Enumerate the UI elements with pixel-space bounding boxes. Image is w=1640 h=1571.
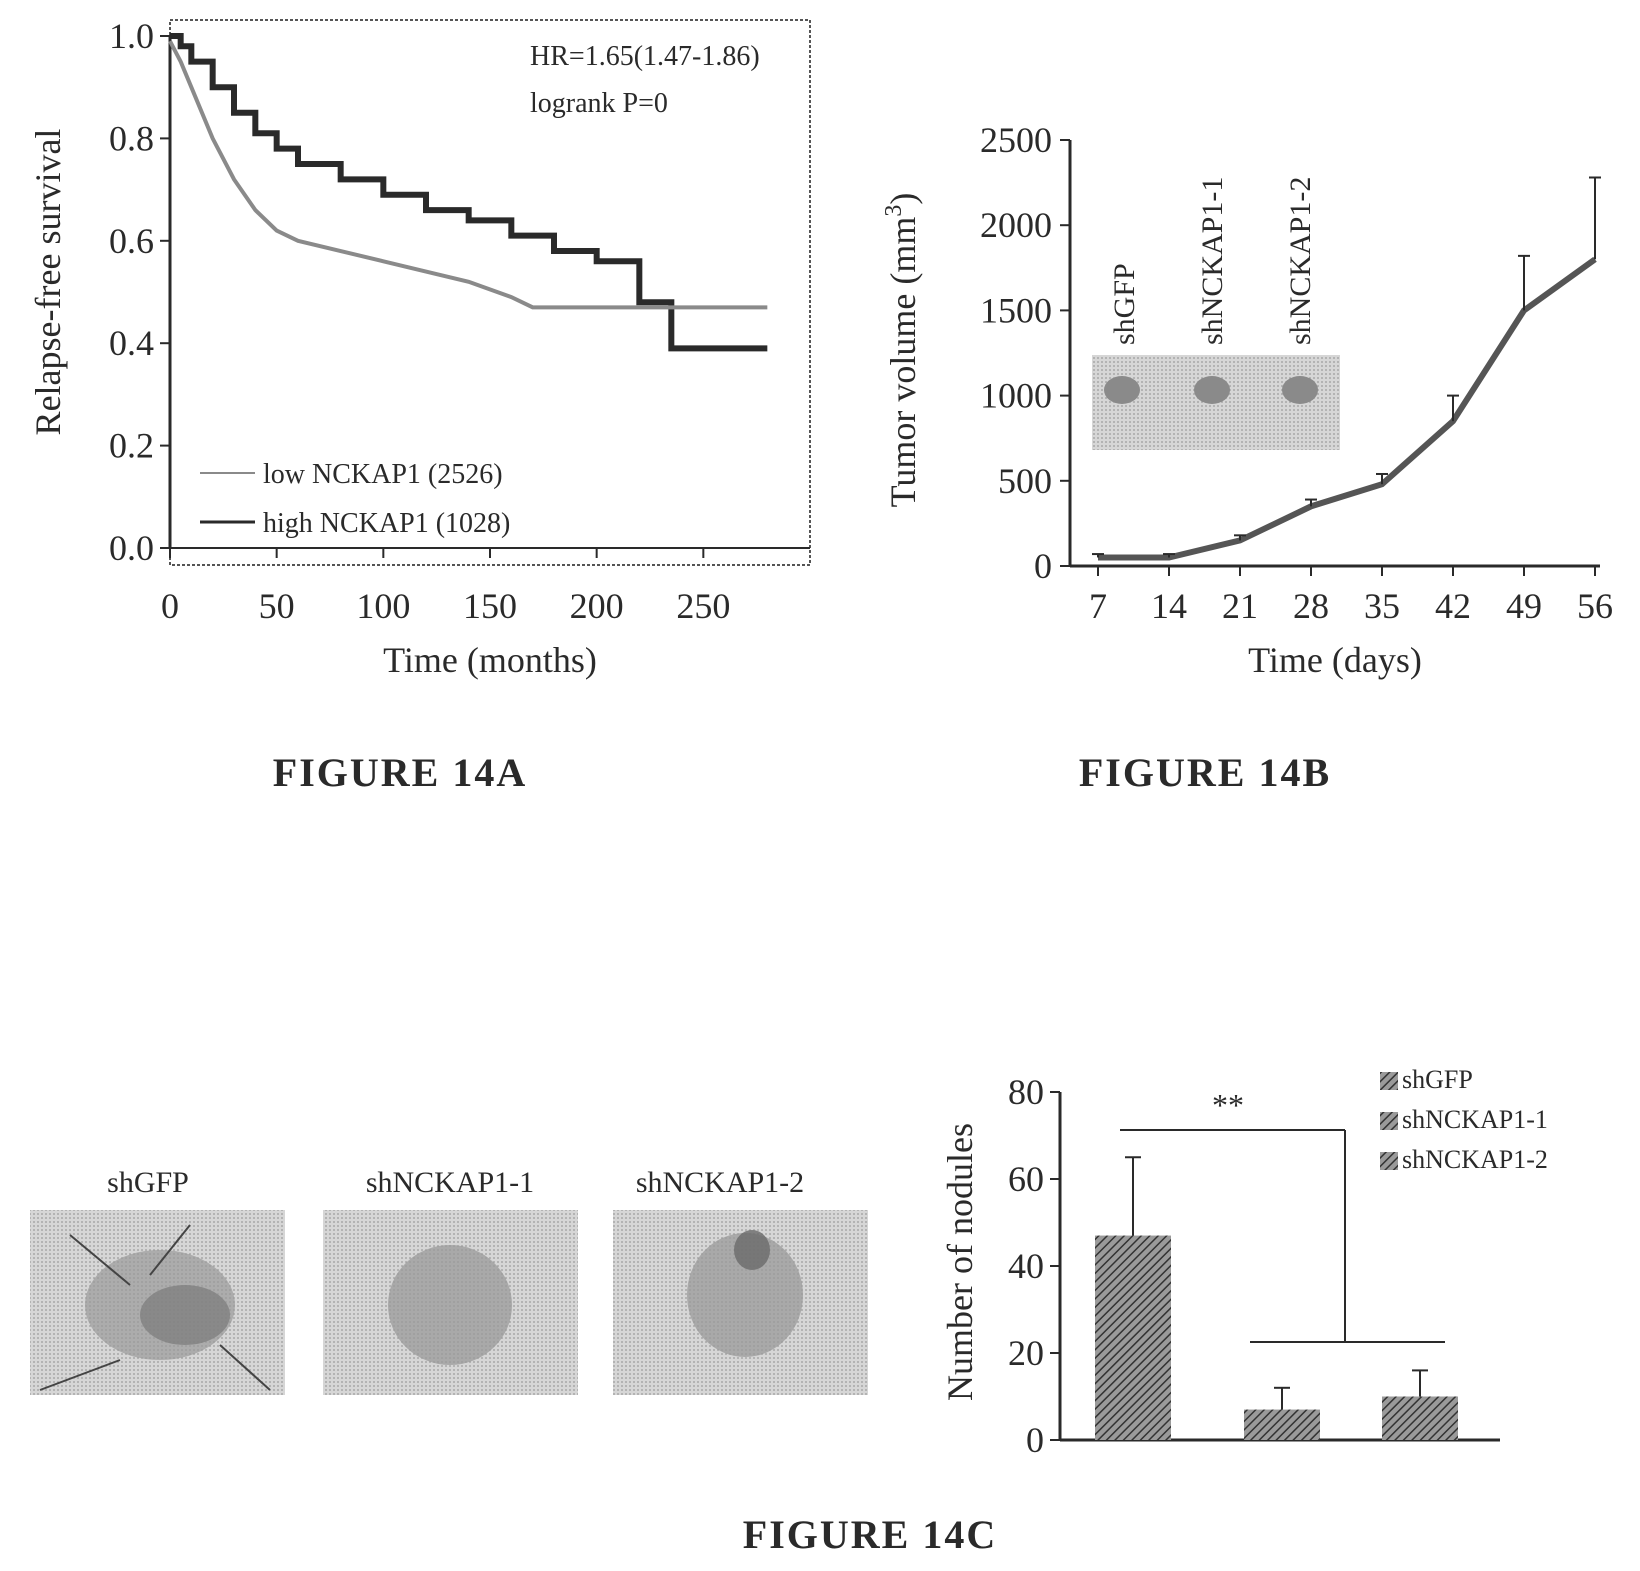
panel-c-ytick-label: 60 [1008,1159,1044,1199]
panel-a-annotation-hr: HR=1.65(1.47-1.86) [530,41,760,72]
panel-a-ytick-label: 0.2 [109,426,154,466]
significance-marker: ** [1212,1087,1244,1123]
panel-b-ytick-label: 500 [998,461,1052,501]
panel-b-xtick-label: 42 [1435,586,1471,626]
blot-band-1 [1104,376,1140,404]
panel-b-ylabel-main: Tumor volume (mm [883,217,923,508]
legend-label-shnckap1-1: shNCKAP1-1 [1402,1105,1548,1134]
panel-a-ytick-label: 0.4 [109,323,154,363]
panel-a-xtick-label: 250 [676,586,730,626]
panel-b-xtick-label: 7 [1089,586,1107,626]
lung-image-shnckap1-2 [613,1210,868,1395]
image-label-shnckap1-2: shNCKAP1-2 [636,1166,804,1199]
panel-b-xtick-label: 35 [1364,586,1400,626]
panel-a-xtick-label: 100 [356,586,410,626]
significance-bracket [1120,1129,1445,1343]
blot-label-1: shGFP [1108,263,1141,345]
panel-a-xtick-label: 150 [463,586,517,626]
series-low-nckap1-line [170,33,768,352]
panel-b-ytick-label: 0 [1034,546,1052,586]
panel-b-xtick-label: 56 [1577,586,1613,626]
bar-shnckap1-2 [1382,1396,1458,1440]
legend-swatch-shnckap1-2 [1380,1152,1398,1170]
panel-a-ytick-label: 1.0 [109,16,154,56]
lung-image-shgfp [30,1210,285,1395]
panel-c-caption: FIGURE 14C [743,1512,997,1557]
panel-a-xtick-label: 50 [259,586,295,626]
tumor-volume-line [1098,256,1597,561]
lung-image-shnckap1-1 [323,1210,578,1395]
panel-a-xtick-label: 200 [570,586,624,626]
panel-c: shGFP shNCKAP1-1 shNCKAP1-2 0 20 40 60 80 [30,1065,1548,1557]
panel-c-ytick-label: 80 [1008,1072,1044,1112]
panel-a-ytick-label: 0.6 [109,221,154,261]
panel-b-xlabel: Time (days) [1248,640,1422,680]
panel-a-caption: FIGURE 14A [273,750,527,795]
panel-b-ylabel-superscript: 3 [881,205,907,217]
series-high-nckap1-line [168,40,768,310]
image-label-shnckap1-1: shNCKAP1-1 [366,1166,534,1199]
panel-a-xlabel: Time (months) [383,640,597,680]
panel-b-ytick-label: 1000 [980,376,1052,416]
panel-a: 0.0 0.2 0.4 0.6 0.8 1.0 0 50 100 150 200 250 HR=1.… [28,16,811,795]
panel-c-legend: shGFP shNCKAP1-1 shNCKAP1-2 [1380,1065,1548,1174]
blot-band-2 [1194,376,1230,404]
legend-label-high: high NCKAP1 (1028) [263,508,510,539]
blot-label-2: shNCKAP1-1 [1196,177,1229,345]
legend-swatch-shnckap1-1 [1380,1112,1398,1130]
image-label-shgfp: shGFP [107,1166,189,1199]
panel-b-caption: FIGURE 14B [1079,750,1331,795]
panel-a-ytick-label: 0.8 [109,118,154,158]
panel-c-ylabel: Number of nodules [940,1123,980,1401]
panel-b-xtick-label: 28 [1293,586,1329,626]
panel-c-ytick-label: 20 [1008,1333,1044,1373]
blot-label-3: shNCKAP1-2 [1284,177,1317,345]
panel-b-xtick-label: 49 [1506,586,1542,626]
bar-shgfp [1095,1235,1171,1440]
panel-a-xtick-label: 0 [161,586,179,626]
panel-b-xtick-label: 14 [1151,586,1187,626]
legend-label-low: low NCKAP1 (2526) [263,459,503,490]
panel-b-xtick-label: 21 [1222,586,1258,626]
blot-band-3 [1282,376,1318,404]
panel-a-ytick-label: 0.0 [109,528,154,568]
bar-shnckap1-1 [1244,1409,1320,1440]
legend-label-shnckap1-2: shNCKAP1-2 [1402,1145,1548,1174]
panel-b-ytick-label: 2000 [980,205,1052,245]
panel-a-ylabel: Relapse-free survival [28,129,68,436]
panel-b: 0 500 1000 1500 2000 2500 7 14 21 28 35 42 49 56 shG… [881,120,1613,795]
panel-c-ytick-label: 0 [1026,1420,1044,1460]
panel-a-annotation-p: logrank P=0 [530,88,668,119]
legend-label-shgfp: shGFP [1402,1065,1473,1094]
legend-swatch-shgfp [1380,1072,1398,1090]
panel-c-ytick-label: 40 [1008,1246,1044,1286]
panel-b-ylabel-close: ) [883,193,923,205]
panel-b-ytick-label: 1500 [980,290,1052,330]
panel-b-ylabel: Tumor volume (mm3) [881,193,923,508]
panel-b-ytick-label: 2500 [980,120,1052,160]
